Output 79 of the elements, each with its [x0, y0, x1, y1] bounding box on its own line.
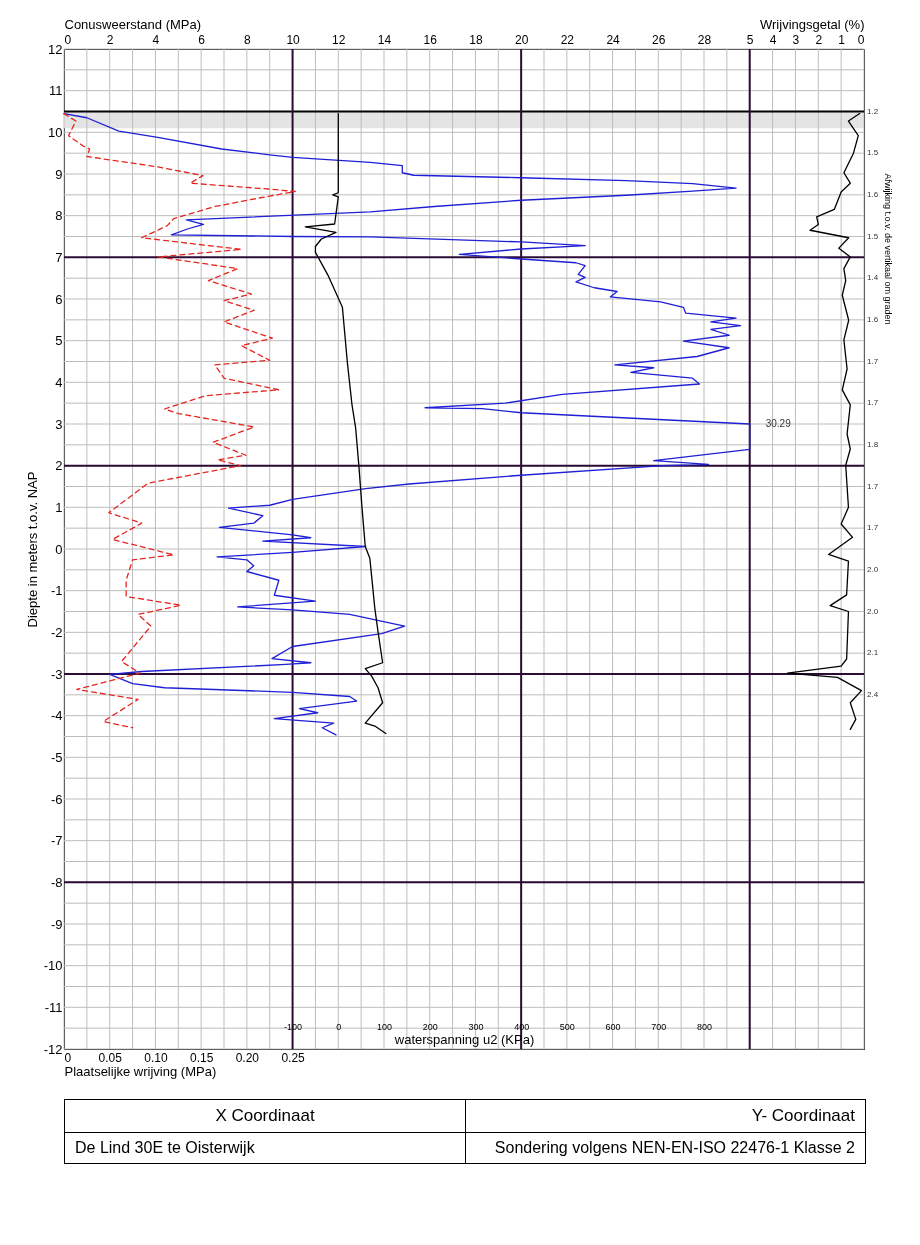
x-tick-label: 14	[377, 32, 392, 47]
y-tick-label: 5	[55, 333, 63, 349]
annotation: 30.29	[765, 418, 792, 429]
x-tick-label: 800	[696, 1021, 713, 1032]
y-tick-label: -11	[44, 999, 63, 1015]
x-tick-label: 8	[244, 32, 252, 47]
x-tick-label: 12	[332, 32, 346, 47]
y-tick-label: 11	[49, 83, 63, 99]
x-tick-label: 100	[376, 1021, 393, 1032]
text: Afwijking t.o.v. de vertikaal om graden	[883, 173, 893, 325]
x-tick-label: 0.05	[98, 1050, 123, 1065]
text: X Coordinaat	[214, 1105, 316, 1127]
text: 1.5	[867, 148, 879, 158]
x-axis-title: Plaatselijke wrijving (MPa)	[64, 1063, 217, 1079]
x-tick-label: 0.10	[144, 1050, 168, 1065]
text: 2.0	[867, 606, 879, 616]
text: De Lind 30E te Oisterwijk	[65, 1132, 465, 1163]
y-tick-label: -1	[50, 583, 63, 599]
x2-axis-title: Wrijvingsgetal (%)	[759, 16, 865, 32]
x-axis-title: Conusweerstand (MPa)	[64, 16, 202, 32]
text: Y- Coordinaat	[465, 1100, 865, 1132]
x-tick-label: 24	[606, 32, 621, 47]
x-tick-label: 0	[336, 1021, 342, 1032]
x-tick-label: 0.20	[235, 1050, 260, 1065]
text: 1.8	[867, 439, 879, 449]
x-tick-label: 16	[423, 32, 438, 47]
y-tick-label: -5	[50, 749, 63, 765]
y-tick-label: -7	[50, 833, 63, 849]
y-tick-label: 0	[55, 541, 63, 557]
x-tick-label: 6	[198, 32, 206, 47]
y-tick-label: 8	[55, 208, 63, 224]
x-tick-label: 200	[422, 1021, 438, 1032]
x-tick-label: 20	[514, 32, 529, 47]
x-tick-label: 22	[560, 32, 575, 47]
y-tick-label: -6	[50, 791, 63, 807]
text: 1.2	[867, 106, 879, 116]
y-tick-label: 10	[48, 124, 63, 140]
text: 1.7	[867, 356, 879, 366]
x-tick-label: 2	[106, 32, 114, 47]
text: 2.4	[867, 689, 879, 699]
x-tick-label: 26	[652, 32, 666, 47]
x2-tick-label: 1	[838, 32, 846, 47]
x-tick-label: 500	[559, 1021, 575, 1032]
text: 1.7	[867, 523, 879, 533]
text: 1.6	[867, 314, 879, 324]
y-tick-label: -4	[50, 708, 63, 724]
text: 2.0	[867, 564, 879, 574]
y-tick-label: 2	[55, 458, 63, 474]
x2-tick-label: 5	[746, 32, 754, 47]
y-tick-label: -10	[43, 958, 63, 974]
x-tick-label: 28	[697, 32, 712, 47]
y-tick-label: -12	[43, 1041, 63, 1057]
y-axis-title: Diepte in meters t.o.v. NAP	[24, 471, 40, 628]
text: 1.4	[867, 273, 879, 283]
y-tick-label: -3	[50, 666, 63, 682]
y-tick-label: 4	[55, 374, 63, 390]
y-tick-label: -9	[50, 916, 63, 932]
x-tick-label: 700	[651, 1021, 667, 1032]
y-tick-label: 6	[55, 291, 63, 307]
text: 1.5	[867, 231, 879, 241]
text: 1.7	[867, 481, 879, 491]
text: 2.1	[867, 648, 879, 658]
y-tick-label: -2	[50, 624, 63, 640]
y-tick-label: 9	[55, 166, 63, 182]
y-tick-label: -8	[50, 874, 63, 890]
x-tick-label: 0.15	[189, 1050, 214, 1065]
x-tick-label: 4	[152, 32, 160, 47]
y-tick-label: 3	[55, 416, 63, 432]
x-tick-label: 600	[605, 1021, 621, 1032]
text: Sondering volgens NEN-EN-ISO 22476-1 Klasse 2	[465, 1132, 865, 1163]
y-tick-label: 7	[55, 249, 63, 265]
x2-tick-label: 3	[792, 32, 800, 47]
x-tick-label: 10	[286, 32, 301, 47]
x-tick-label: 300	[468, 1021, 484, 1032]
x-tick-label: 0.25	[281, 1050, 306, 1065]
y-tick-label: 1	[55, 499, 63, 515]
text: 1.7	[867, 398, 879, 408]
text: 1.6	[867, 189, 879, 199]
x-tick-label: 18	[469, 32, 483, 47]
